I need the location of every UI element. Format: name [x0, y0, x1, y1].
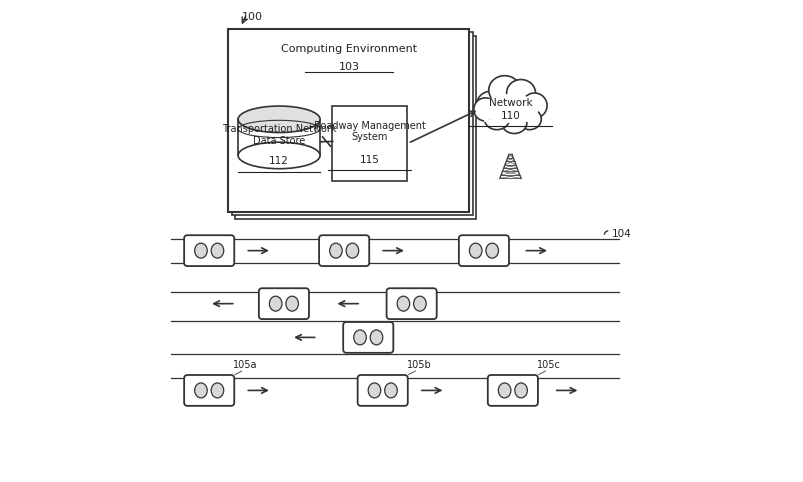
Ellipse shape — [384, 383, 397, 398]
Ellipse shape — [482, 94, 538, 123]
FancyBboxPatch shape — [184, 375, 234, 406]
Text: 105b: 105b — [406, 360, 431, 370]
Ellipse shape — [521, 93, 546, 118]
Ellipse shape — [211, 383, 223, 398]
Text: Computing Environment: Computing Environment — [280, 44, 417, 54]
Text: 104: 104 — [611, 229, 630, 239]
FancyBboxPatch shape — [235, 36, 475, 219]
FancyBboxPatch shape — [343, 322, 393, 353]
FancyBboxPatch shape — [259, 288, 308, 319]
Text: Roadway Management
System: Roadway Management System — [313, 120, 425, 142]
Ellipse shape — [488, 76, 520, 105]
FancyBboxPatch shape — [386, 288, 436, 319]
Ellipse shape — [498, 383, 510, 398]
Ellipse shape — [238, 142, 320, 169]
FancyBboxPatch shape — [228, 29, 469, 212]
Ellipse shape — [501, 112, 526, 134]
FancyBboxPatch shape — [459, 235, 508, 266]
Ellipse shape — [484, 108, 509, 130]
Ellipse shape — [369, 330, 382, 345]
Ellipse shape — [211, 243, 223, 258]
Ellipse shape — [479, 89, 541, 128]
Text: 112: 112 — [269, 157, 288, 166]
Text: 110: 110 — [500, 111, 520, 120]
Text: 105c: 105c — [536, 360, 560, 370]
Polygon shape — [238, 119, 320, 156]
Ellipse shape — [353, 330, 366, 345]
Ellipse shape — [413, 296, 426, 311]
Ellipse shape — [485, 243, 498, 258]
FancyBboxPatch shape — [319, 235, 369, 266]
Ellipse shape — [368, 383, 381, 398]
Ellipse shape — [473, 98, 496, 121]
Ellipse shape — [345, 243, 358, 258]
Ellipse shape — [514, 383, 527, 398]
FancyBboxPatch shape — [487, 375, 537, 406]
Ellipse shape — [329, 243, 342, 258]
Ellipse shape — [517, 108, 540, 130]
Ellipse shape — [397, 296, 410, 311]
Ellipse shape — [194, 243, 207, 258]
Text: 105a: 105a — [233, 360, 258, 370]
Ellipse shape — [506, 80, 535, 107]
FancyBboxPatch shape — [184, 235, 234, 266]
Text: 103: 103 — [338, 62, 359, 72]
FancyBboxPatch shape — [332, 106, 406, 181]
FancyBboxPatch shape — [231, 32, 472, 215]
Text: 115: 115 — [359, 155, 379, 165]
Ellipse shape — [469, 243, 481, 258]
Text: Network: Network — [488, 98, 532, 107]
Ellipse shape — [238, 106, 320, 133]
Ellipse shape — [476, 91, 505, 118]
Ellipse shape — [194, 383, 207, 398]
Ellipse shape — [286, 296, 298, 311]
Ellipse shape — [269, 296, 282, 311]
Text: 100: 100 — [242, 12, 263, 22]
Text: Transportation Network
Data Store: Transportation Network Data Store — [222, 124, 336, 146]
FancyBboxPatch shape — [357, 375, 407, 406]
